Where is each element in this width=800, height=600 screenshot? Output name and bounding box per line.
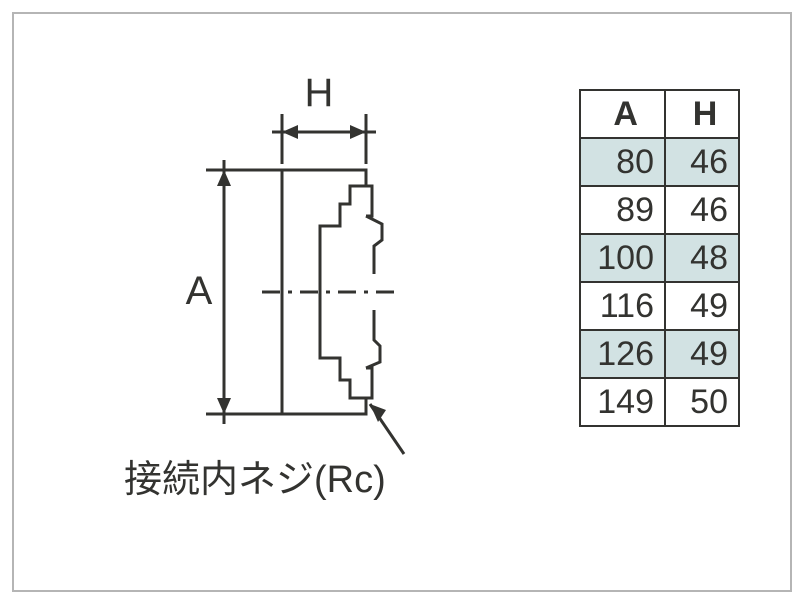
cell: 48 (665, 234, 739, 282)
dim-label-h: H (305, 74, 334, 115)
dim-label-a: A (186, 269, 213, 313)
technical-diagram: H A 接続内ネジ(Rc) (94, 74, 474, 514)
cell: 50 (665, 378, 739, 426)
table-row: 80 46 (580, 138, 739, 186)
table-row: 116 49 (580, 282, 739, 330)
frame: H A 接続内ネジ(Rc) (12, 12, 792, 592)
col-header-a: A (580, 90, 665, 138)
cell: 149 (580, 378, 665, 426)
cell: 89 (580, 186, 665, 234)
spec-table: A H 80 46 89 46 100 48 116 49 126 (579, 89, 740, 427)
table-row: 126 49 (580, 330, 739, 378)
cell: 49 (665, 282, 739, 330)
cell: 46 (665, 186, 739, 234)
cell: 126 (580, 330, 665, 378)
table-row: 149 50 (580, 378, 739, 426)
cell: 100 (580, 234, 665, 282)
diagram-svg: H A 接続内ネジ(Rc) (94, 74, 474, 514)
table-body: 80 46 89 46 100 48 116 49 126 49 149 50 (580, 138, 739, 426)
cell: 116 (580, 282, 665, 330)
col-header-h: H (665, 90, 739, 138)
diagram-caption: 接続内ネジ(Rc) (124, 459, 386, 501)
cell: 49 (665, 330, 739, 378)
table-header-row: A H (580, 90, 739, 138)
cell: 80 (580, 138, 665, 186)
table-row: 89 46 (580, 186, 739, 234)
table-row: 100 48 (580, 234, 739, 282)
cell: 46 (665, 138, 739, 186)
